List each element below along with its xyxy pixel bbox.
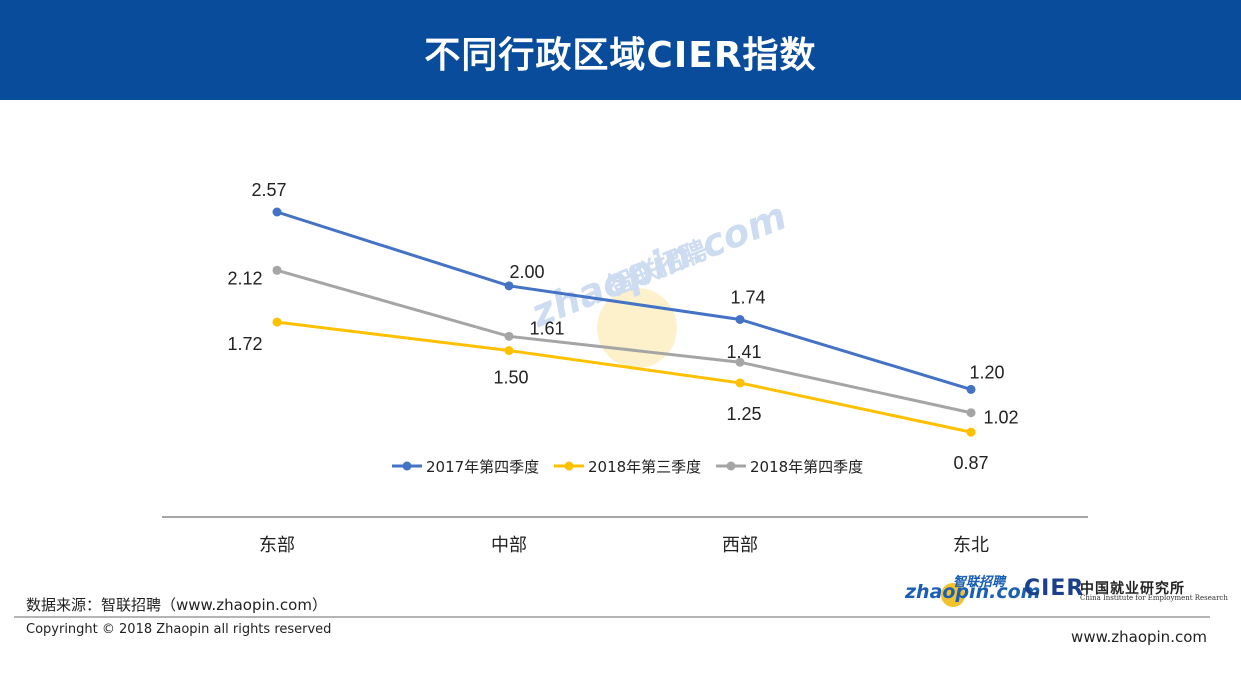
zhaopin-logo-cn: 智联招聘	[953, 575, 1006, 590]
data-source: 数据来源：智联招聘（www.zhaopin.com）	[26, 596, 327, 614]
data-point	[735, 378, 745, 388]
cier-logo-cn: 中国就业研究所	[1080, 581, 1185, 597]
copyright-text: Copyringht © 2018 Zhaopin all rights res…	[26, 622, 332, 637]
footer-divider	[14, 616, 1210, 618]
series-line-2	[276, 320, 972, 434]
legend-label: 2018年第三季度	[588, 458, 701, 476]
data-point	[504, 331, 514, 341]
data-point	[735, 314, 745, 324]
zhaopin-logo: 智联招聘 zhaopin.com	[905, 571, 1040, 609]
data-label: 2.00	[509, 262, 544, 282]
website-link[interactable]: www.zhaopin.com	[1071, 628, 1207, 646]
series-line-3	[276, 268, 972, 415]
data-label: 1.50	[493, 368, 528, 388]
zhaopin-logo-dot	[941, 583, 965, 607]
data-point	[272, 317, 282, 327]
data-label: 1.61	[529, 318, 564, 338]
cier-logo: CIER	[1024, 576, 1085, 601]
data-label: 1.20	[969, 362, 1004, 382]
title-banner: 不同行政区域CIER指数	[0, 0, 1241, 100]
x-tick-label: 东北	[953, 535, 989, 556]
data-point	[272, 265, 282, 275]
data-point	[504, 281, 514, 291]
data-point	[966, 408, 976, 418]
data-label: 2.12	[227, 268, 262, 288]
data-point	[966, 427, 976, 437]
legend-marker	[564, 461, 574, 471]
legend-marker	[726, 461, 736, 471]
data-label: 1.74	[730, 287, 765, 307]
series-line-1	[276, 210, 972, 391]
data-label: 1.02	[983, 408, 1018, 428]
zhaopin-logo-en: zhaopin.com	[905, 581, 1041, 603]
line-chart: 2.57 2.00 1.74 1.20 1.72 1.50 1.25 0.87 2.12 1.61…	[162, 180, 1088, 556]
x-tick-label: 东部	[259, 535, 295, 556]
data-label: 0.87	[953, 453, 988, 473]
data-point	[966, 384, 976, 394]
legend-label: 2018年第四季度	[750, 458, 863, 476]
data-label: 2.57	[251, 180, 286, 200]
data-point	[735, 357, 745, 367]
data-point	[272, 207, 282, 217]
x-tick-label: 中部	[491, 535, 527, 556]
data-label: 1.41	[726, 342, 761, 362]
cier-logo-en: China Institute for Employment Research	[1080, 594, 1228, 602]
legend-label: 2017年第四季度	[426, 458, 539, 476]
legend-marker	[402, 461, 412, 471]
page-title: 不同行政区域CIER指数	[424, 35, 817, 76]
data-label: 1.72	[227, 334, 262, 354]
data-point	[504, 346, 514, 356]
x-tick-label: 西部	[722, 535, 758, 556]
data-label: 1.25	[726, 404, 761, 424]
